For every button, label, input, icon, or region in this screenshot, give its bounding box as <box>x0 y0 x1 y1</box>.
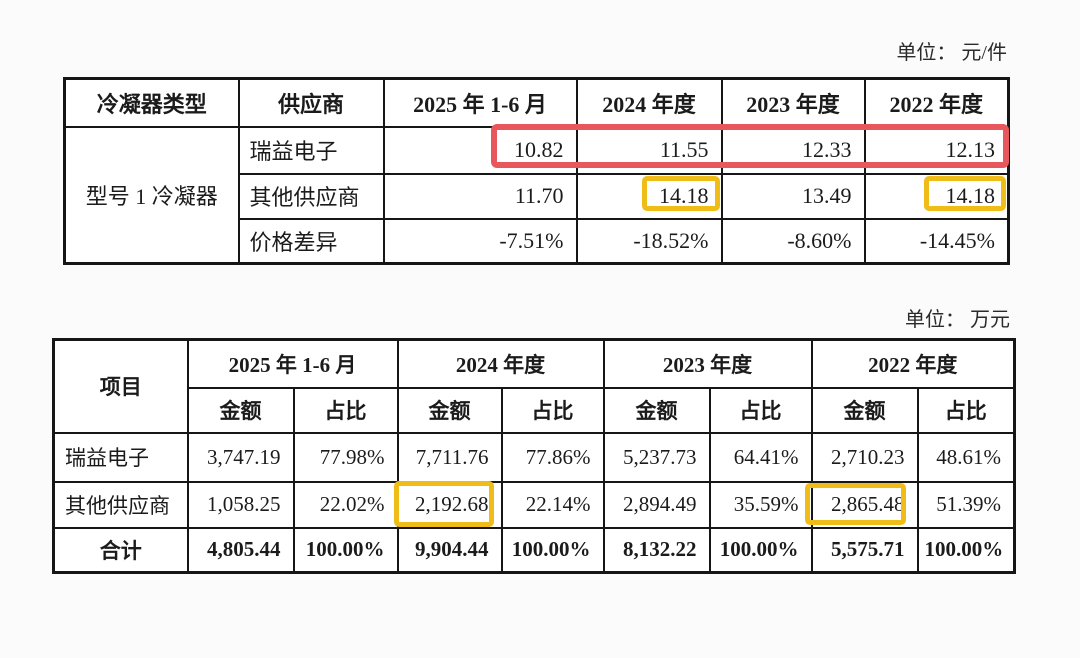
purchase-amount-table: 项目 2025 年 1-6 月 2024 年度 2023 年度 2022 年度 … <box>52 338 1016 574</box>
purchase-amount-table-grid: 项目 2025 年 1-6 月 2024 年度 2023 年度 2022 年度 … <box>52 338 1016 574</box>
t2-cell: 35.59% <box>708 480 813 529</box>
t2-cell: 100.00% <box>500 526 605 574</box>
t1-cell-highlighted: 14.18 <box>863 172 1010 220</box>
t1-cell: 11.70 <box>382 172 578 220</box>
t2-cell: 1,058.25 <box>186 480 295 529</box>
t2-cell: 3,747.19 <box>186 431 295 483</box>
t2-year-header-row: 项目 2025 年 1-6 月 2024 年度 2023 年度 2022 年度 <box>52 338 1016 434</box>
t2-cell: 4,805.44 <box>186 526 295 574</box>
t2-subheader-ratio: 占比 <box>500 386 605 434</box>
t2-header-2022: 2022 年度 <box>810 338 1016 389</box>
t1-row-others: 其他供应商 11.70 14.18 13.49 14.18 <box>65 172 1010 220</box>
t2-header-2025: 2025 年 1-6 月 <box>186 338 399 389</box>
t2-cell: 77.86% <box>500 431 605 483</box>
t1-header-condenser-type: 冷凝器类型 <box>63 77 240 128</box>
t1-cell: 11.55 <box>575 125 723 175</box>
t2-subheader-amount: 金额 <box>186 386 295 434</box>
t1-supplier-label: 瑞益电子 <box>237 125 385 175</box>
t1-header-2023: 2023 年度 <box>720 77 866 128</box>
t2-cell: 8,132.22 <box>602 526 711 574</box>
t2-subheader-amount: 金额 <box>810 386 919 434</box>
t2-cell: 5,237.73 <box>602 431 711 483</box>
t2-cell: 7,711.76 <box>396 431 503 483</box>
price-comparison-table: 冷凝器类型 供应商 2025 年 1-6 月 2024 年度 2023 年度 2… <box>63 77 1010 265</box>
t1-header-row: 冷凝器类型 供应商 2025 年 1-6 月 2024 年度 2023 年度 2… <box>63 77 1010 128</box>
t1-supplier-label: 价格差异 <box>237 217 385 265</box>
t1-cell: -18.52% <box>575 217 723 265</box>
t1-supplier-label: 其他供应商 <box>237 172 385 220</box>
t2-cell-highlighted: 2,192.68 <box>396 480 503 529</box>
t2-header-2023: 2023 年度 <box>602 338 813 389</box>
unit-label-top: 单位： 元/件 <box>896 42 1007 64</box>
t1-row-price-diff: 价格差异 -7.51% -18.52% -8.60% -14.45% <box>65 217 1010 265</box>
t2-subheader-amount: 金额 <box>396 386 503 434</box>
t2-row-total: 合计 4,805.44 100.00% 9,904.44 100.00% 8,1… <box>52 526 1016 574</box>
t2-cell: 2,894.49 <box>602 480 711 529</box>
t2-row-label: 其他供应商 <box>52 480 189 529</box>
t1-header-2024: 2024 年度 <box>575 77 723 128</box>
t2-total-label: 合计 <box>52 526 189 574</box>
t2-cell: 51.39% <box>916 480 1016 529</box>
t1-cell-highlighted: 14.18 <box>575 172 723 220</box>
t2-row-others: 其他供应商 1,058.25 22.02% 2,192.68 22.14% 2,… <box>52 480 1016 529</box>
t2-cell: 5,575.71 <box>810 526 919 574</box>
t2-cell: 2,710.23 <box>810 431 919 483</box>
t2-cell: 77.98% <box>292 431 399 483</box>
t2-subheader-amount: 金额 <box>602 386 711 434</box>
t2-cell: 100.00% <box>292 526 399 574</box>
t1-cell: 12.13 <box>863 125 1010 175</box>
t2-cell: 9,904.44 <box>396 526 503 574</box>
t2-cell: 22.14% <box>500 480 605 529</box>
t2-cell: 22.02% <box>292 480 399 529</box>
t1-header-2025: 2025 年 1-6 月 <box>382 77 578 128</box>
t2-cell-highlighted: 2,865.48 <box>810 480 919 529</box>
t1-model-group-label: 型号 1 冷凝器 <box>63 125 240 265</box>
t2-subheader-ratio: 占比 <box>916 386 1016 434</box>
t2-subheader-ratio: 占比 <box>292 386 399 434</box>
t2-cell: 64.41% <box>708 431 813 483</box>
t1-header-supplier: 供应商 <box>237 77 385 128</box>
t2-cell: 100.00% <box>916 526 1016 574</box>
t1-header-2022: 2022 年度 <box>863 77 1010 128</box>
t2-header-2024: 2024 年度 <box>396 338 605 389</box>
t2-row-label: 瑞益电子 <box>52 431 189 483</box>
t1-cell: -8.60% <box>720 217 866 265</box>
price-comparison-table-grid: 冷凝器类型 供应商 2025 年 1-6 月 2024 年度 2023 年度 2… <box>63 77 1010 265</box>
t1-cell: 12.33 <box>720 125 866 175</box>
t1-cell: 13.49 <box>720 172 866 220</box>
t2-header-item: 项目 <box>52 338 189 434</box>
t2-sub-header-row: 金额 占比 金额 占比 金额 占比 金额 占比 <box>54 386 1016 434</box>
t2-row-ruiyi: 瑞益电子 3,747.19 77.98% 7,711.76 77.86% 5,2… <box>52 431 1016 483</box>
t1-cell: -7.51% <box>382 217 578 265</box>
t1-cell: 10.82 <box>382 125 578 175</box>
t1-cell: -14.45% <box>863 217 1010 265</box>
t2-cell: 48.61% <box>916 431 1016 483</box>
t2-subheader-ratio: 占比 <box>708 386 813 434</box>
t2-cell: 100.00% <box>708 526 813 574</box>
unit-label-bottom: 单位： 万元 <box>905 309 1010 331</box>
t1-row-ruiyi: 型号 1 冷凝器 瑞益电子 10.82 11.55 12.33 12.13 <box>63 125 1010 265</box>
